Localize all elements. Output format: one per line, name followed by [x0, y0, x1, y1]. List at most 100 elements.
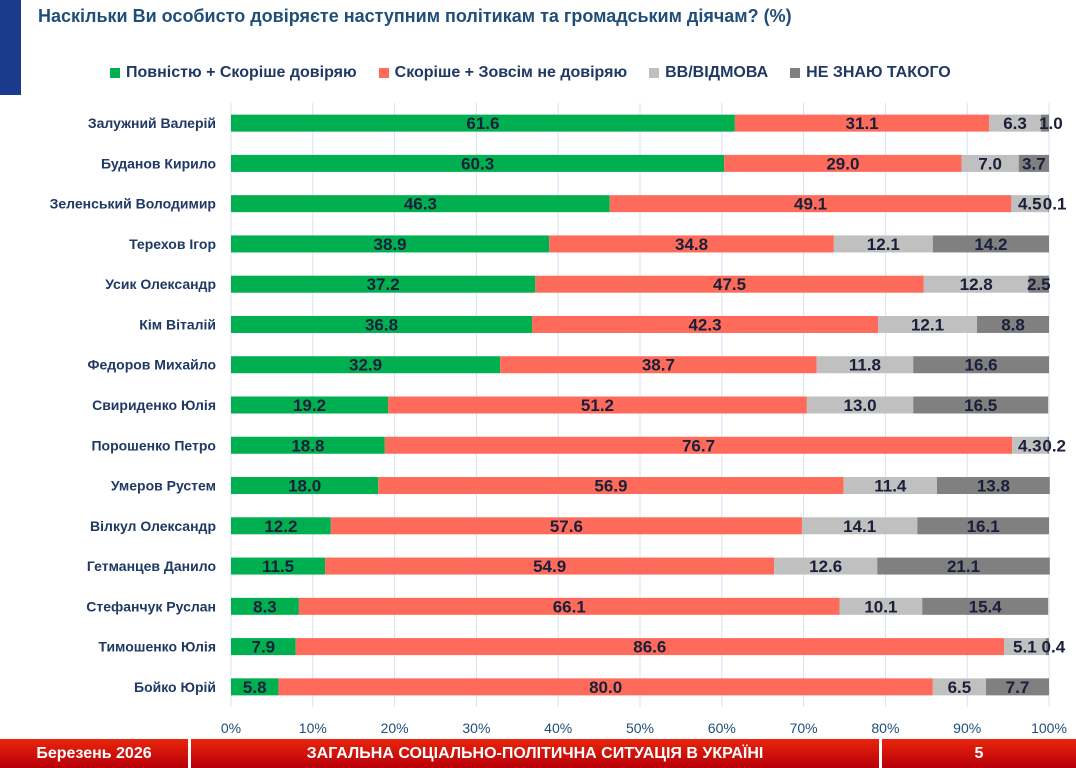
legend-label: Скоріше + Зовсім не довіряю	[394, 64, 628, 81]
data-label: 16.6	[965, 356, 998, 375]
bar-segment	[801, 517, 918, 535]
bar-segment	[922, 597, 1049, 615]
x-tick-label: 40%	[544, 720, 572, 736]
data-label: 7.9	[251, 638, 275, 657]
bar-segment	[549, 235, 834, 253]
data-label: 12.8	[960, 275, 993, 294]
bar-segment	[977, 315, 1049, 333]
data-label: 4.5	[1018, 195, 1042, 214]
x-tick-label: 60%	[708, 720, 736, 736]
bar-segment	[231, 154, 725, 172]
data-label: 61.6	[466, 114, 499, 133]
bar-segment	[774, 557, 878, 575]
legend-label: ВВ/ВІДМОВА	[665, 64, 769, 81]
bar-segment	[1048, 195, 1049, 213]
data-label: 76.7	[682, 436, 715, 455]
data-label: 37.2	[367, 275, 400, 294]
data-label: 11.5	[262, 557, 294, 576]
bar-segment	[231, 557, 326, 575]
category-label: Бойко Юрій	[134, 679, 216, 695]
legend-label: Повністю + Скоріше довіряю	[126, 64, 357, 81]
category-label: Федоров Михайло	[88, 357, 216, 373]
legend-swatch	[790, 68, 801, 78]
data-label: 66.1	[553, 597, 586, 616]
bar-segment	[231, 678, 279, 696]
bar-segment	[936, 477, 1050, 495]
bar-segment	[278, 678, 933, 696]
bar-segment	[298, 597, 840, 615]
bar-segment	[932, 235, 1049, 253]
data-label: 15.4	[969, 597, 1003, 616]
bar-segment	[609, 195, 1012, 213]
data-label: 6.3	[1003, 114, 1027, 133]
data-label: 0.2	[1042, 436, 1066, 455]
data-label: 19.2	[293, 396, 326, 415]
data-label: 36.8	[365, 315, 398, 334]
legend-swatch	[110, 68, 120, 78]
bar-segment	[384, 436, 1013, 454]
category-label: Зеленський Володимир	[50, 196, 216, 212]
bar-segment	[231, 315, 533, 333]
category-label: Свириденко Юлія	[92, 397, 216, 413]
bar-segment	[839, 597, 923, 615]
x-tick-label: 90%	[953, 720, 981, 736]
stacked-bar-chart: 0% 10% 20% 30% 40% 50% 60% 70% 80% 90% 100% Залужни…	[50, 103, 1067, 736]
legend-item: ВВ/ВІДМОВА	[649, 64, 768, 82]
data-label: 42.3	[688, 315, 721, 334]
data-label: 4.3	[1018, 436, 1042, 455]
bar-segment	[1011, 195, 1049, 213]
data-label: 38.7	[642, 356, 675, 375]
bar-segment	[917, 517, 1049, 535]
data-label: 8.3	[253, 597, 277, 616]
x-tick-label: 100%	[1031, 720, 1067, 736]
footer-section: ЗАГАЛЬНА СОЦІАЛЬНО-ПОЛІТИЧНА СИТУАЦІЯ В …	[191, 739, 879, 768]
category-label: Кім Віталій	[139, 316, 216, 332]
category-label: Гетманцев Данило	[87, 558, 216, 574]
bar-segment	[961, 154, 1019, 172]
data-label: 54.9	[533, 557, 566, 576]
legend: Повністю + Скоріше довіряю Скоріше + Зовс…	[110, 64, 951, 82]
data-label: 51.2	[581, 396, 614, 415]
data-label: 11.4	[874, 477, 907, 496]
data-label: 49.1	[794, 195, 827, 214]
data-label: 7.0	[978, 154, 1002, 173]
data-label: 1.0	[1039, 114, 1063, 133]
bar-segment	[1028, 275, 1049, 293]
bar-segment	[500, 356, 817, 374]
bar-segment	[913, 356, 1049, 374]
x-tick-label: 80%	[871, 720, 899, 736]
x-tick-label: 0%	[221, 720, 241, 736]
bar-segment	[913, 396, 1049, 414]
bar-segment	[231, 477, 379, 495]
bar-segment	[734, 114, 990, 132]
legend-item: НЕ ЗНАЮ ТАКОГО	[790, 64, 951, 82]
bar-segment	[231, 275, 536, 293]
bar-segment	[231, 235, 550, 253]
bar-segment	[932, 678, 987, 696]
data-label: 14.1	[843, 517, 876, 536]
data-label: 38.9	[374, 235, 407, 254]
page-number: 5	[882, 739, 1076, 768]
chart-title: Наскільки Ви особисто довіряєте наступни…	[38, 6, 792, 26]
bar-segment	[231, 396, 389, 414]
category-label: Умеров Рустем	[111, 478, 216, 494]
bar-segment	[1040, 114, 1049, 132]
category-label: Усик Олександр	[105, 276, 216, 292]
data-label: 46.3	[404, 195, 437, 214]
bar-segment	[816, 356, 914, 374]
data-label: 16.5	[964, 396, 997, 415]
bar-segment	[388, 396, 807, 414]
bar-segment	[231, 356, 501, 374]
legend-swatch	[649, 68, 660, 78]
x-tick-label: 50%	[626, 720, 654, 736]
data-label: 6.5	[948, 678, 972, 697]
category-label: Залужний Валерій	[88, 115, 216, 131]
data-label: 86.6	[633, 638, 666, 657]
bar-segment	[231, 638, 296, 656]
data-label: 0.1	[1043, 195, 1067, 214]
x-tick-label: 70%	[790, 720, 818, 736]
data-label: 57.6	[550, 517, 583, 536]
data-label: 11.8	[849, 356, 881, 375]
data-label: 12.2	[264, 517, 297, 536]
legend-item: Скоріше + Зовсім не довіряю	[378, 64, 628, 82]
